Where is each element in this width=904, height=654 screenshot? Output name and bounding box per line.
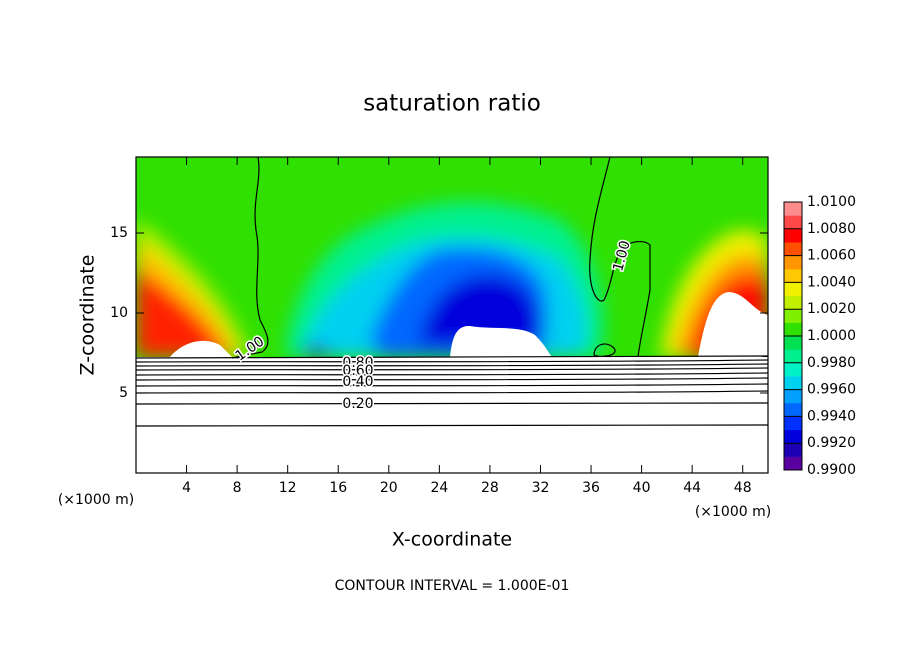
x-tick-label: 48 [734, 480, 752, 496]
colorbar-label: 0.9980 [807, 355, 856, 371]
colorbar-bin [784, 228, 802, 243]
colorbar-bin [784, 443, 802, 457]
colorbar-bin [784, 322, 802, 337]
colorbar-label: 0.9920 [807, 435, 856, 451]
colorbar-bin [784, 269, 802, 283]
colorbar-bin [784, 389, 802, 404]
colorbar-bin [784, 202, 802, 216]
colorbar-label: 1.0080 [807, 221, 856, 237]
x-unit-right: (×1000 m) [695, 504, 771, 520]
contour-label: 0.80 [342, 355, 373, 371]
colorbar-label: 1.0040 [807, 274, 856, 290]
terrain-gap [170, 340, 232, 357]
x-tick-label: 28 [481, 480, 499, 496]
contour-lines [136, 157, 768, 427]
x-tick-label: 36 [582, 480, 600, 496]
colorbar-label: 1.0020 [807, 301, 856, 317]
colorbar-bin [784, 336, 802, 350]
y-axis-label: Z-coordinate [77, 255, 99, 376]
colorbar-bin [784, 215, 802, 230]
colorbar-bin [784, 295, 802, 310]
chart-title: saturation ratio [363, 91, 541, 117]
y-tick-label: 15 [110, 225, 128, 241]
contour-label: 0.20 [342, 396, 373, 412]
colorbar-bin [784, 376, 802, 390]
colorbar-label: 1.0060 [807, 248, 856, 264]
plot-frame [135, 156, 769, 474]
colorbar-bin [784, 362, 802, 377]
colorbar-bin [784, 309, 802, 323]
colorbar-bin [784, 429, 802, 444]
colorbar-bin [784, 242, 802, 256]
x-tick-label: 44 [683, 480, 701, 496]
x-tick-label: 32 [532, 480, 550, 496]
colorbar-label: 0.9960 [807, 382, 856, 398]
terrain-gap [450, 325, 552, 357]
field [136, 157, 768, 473]
colorbar-bin [784, 255, 802, 270]
terrain-gap [698, 292, 768, 357]
x-axis-label: X-coordinate [392, 529, 512, 551]
x-tick-label: 12 [279, 480, 297, 496]
x-unit-left: (×1000 m) [58, 492, 134, 508]
colorbar-bin [784, 282, 802, 297]
y-tick-label: 10 [110, 305, 128, 321]
lower-region [136, 357, 768, 473]
contour-label: 0.60 [342, 363, 373, 379]
annotation: CONTOUR INTERVAL = 1.000E-01 [335, 578, 570, 594]
colorbar-bin [784, 349, 802, 364]
x-tick-label: 40 [633, 480, 651, 496]
contour-label: 0.40 [342, 374, 373, 390]
y-tick-label: 5 [119, 385, 128, 401]
colorbar-label: 1.0000 [807, 328, 856, 344]
colorbar-label: 0.9900 [807, 462, 856, 478]
x-tick-label: 24 [430, 480, 448, 496]
colorbar-label: 1.0100 [807, 194, 856, 210]
colorbar-label: 0.9940 [807, 408, 856, 424]
colorbar-bin [784, 456, 802, 471]
colorbar-bin [784, 403, 802, 417]
x-tick-label: 20 [380, 480, 398, 496]
x-tick-label: 4 [182, 480, 191, 496]
x-tick-label: 8 [233, 480, 242, 496]
colorbar-bin [784, 416, 802, 431]
x-tick-label: 16 [329, 480, 347, 496]
